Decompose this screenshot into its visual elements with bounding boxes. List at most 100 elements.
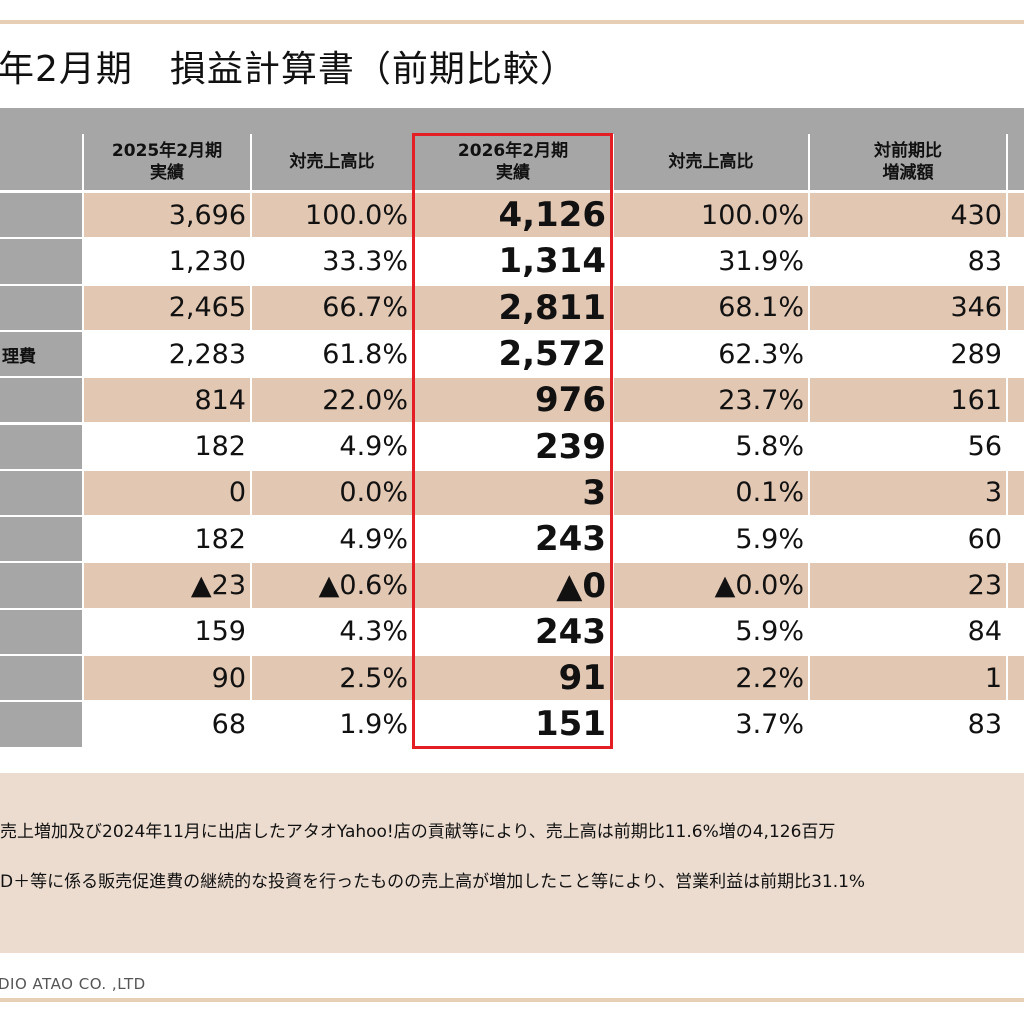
cell-curr: 239 — [414, 424, 612, 469]
cell-prev-ratio: 100.0% — [252, 193, 412, 238]
row-label — [0, 378, 82, 423]
cell-curr: 243 — [414, 609, 612, 654]
row-extra-cell — [1008, 656, 1024, 701]
cell-diff: 430 — [810, 193, 1006, 238]
cell-diff: 84 — [810, 609, 1006, 654]
header-prev-actual-line2: 実績 — [150, 163, 184, 183]
header-label-cell — [0, 134, 82, 190]
title-bar — [0, 108, 1024, 134]
cell-curr: 4,126 — [414, 193, 612, 238]
cell-prev: 182 — [84, 424, 250, 469]
cell-diff: 161 — [810, 378, 1006, 423]
cell-prev: 1,230 — [84, 239, 250, 284]
cell-prev-ratio: 1.9% — [252, 702, 412, 747]
cell-prev-ratio: 22.0% — [252, 378, 412, 423]
cell-prev-ratio: 33.3% — [252, 239, 412, 284]
row-label — [0, 193, 82, 238]
pl-table: 2025年2月期 実績 対売上高比 2026年2月期 実績 対売上高比 対前期比… — [0, 134, 1024, 748]
row-extra-cell — [1008, 517, 1024, 562]
row-label — [0, 656, 82, 701]
cell-curr-ratio: 68.1% — [614, 285, 808, 330]
footer-copyright: DIO ATAO CO. ,LTD — [0, 975, 146, 993]
cell-prev-ratio: 66.7% — [252, 285, 412, 330]
row-extra-cell — [1008, 563, 1024, 608]
bottom-rule — [0, 998, 1024, 1002]
cell-diff: 83 — [810, 239, 1006, 284]
cell-curr-ratio: ▲0.0% — [614, 563, 808, 608]
header-prev-ratio: 対売上高比 — [252, 134, 412, 190]
header-curr-actual-line2: 実績 — [496, 163, 530, 183]
row-extra-cell — [1008, 239, 1024, 284]
cell-curr: 243 — [414, 517, 612, 562]
header-prev-actual-line1: 2025年2月期 — [111, 141, 223, 161]
cell-prev-ratio: 2.5% — [252, 656, 412, 701]
cell-curr: 151 — [414, 702, 612, 747]
row-label — [0, 239, 82, 284]
cell-curr-ratio: 5.9% — [614, 609, 808, 654]
cell-prev-ratio: 4.3% — [252, 609, 412, 654]
cell-prev: 90 — [84, 656, 250, 701]
cell-curr-ratio: 0.1% — [614, 470, 808, 516]
row-extra-cell — [1008, 470, 1024, 516]
cell-curr-ratio: 31.9% — [614, 239, 808, 284]
row-label — [0, 470, 82, 516]
commentary-line-2: D＋等に係る販売促進費の継続的な投資を行ったものの売上高が増加したこと等により、… — [0, 872, 866, 892]
header-prev-actual: 2025年2月期 実績 — [84, 134, 250, 190]
cell-curr: 1,314 — [414, 239, 612, 284]
cell-prev-ratio: 61.8% — [252, 331, 412, 377]
row-extra-cell — [1008, 702, 1024, 747]
cell-diff: 56 — [810, 424, 1006, 469]
header-prev-ratio-text: 対売上高比 — [289, 152, 375, 172]
row-label — [0, 517, 82, 562]
commentary-line-1: 売上増加及び2024年11月に出店したアタオYahoo!店の貢献等により、売上高… — [0, 822, 836, 842]
cell-prev: 0 — [84, 470, 250, 516]
row-extra-cell — [1008, 285, 1024, 330]
cell-curr-ratio: 3.7% — [614, 702, 808, 747]
cell-prev: 2,465 — [84, 285, 250, 330]
header-diff: 対前期比 増減額 — [810, 134, 1006, 190]
row-label — [0, 563, 82, 608]
cell-prev: 68 — [84, 702, 250, 747]
cell-prev: 3,696 — [84, 193, 250, 238]
cell-curr-ratio: 5.9% — [614, 517, 808, 562]
cell-curr: 976 — [414, 378, 612, 423]
cell-prev: 182 — [84, 517, 250, 562]
cell-prev-ratio: 4.9% — [252, 424, 412, 469]
top-rule — [0, 20, 1024, 24]
cell-curr: 91 — [414, 656, 612, 701]
header-curr-actual-line1: 2026年2月期 — [457, 141, 569, 161]
cell-curr-ratio: 62.3% — [614, 331, 808, 377]
cell-prev-ratio: ▲0.6% — [252, 563, 412, 608]
page-title: 年2月期 損益計算書（前期比較） — [0, 49, 577, 90]
header-curr-actual: 2026年2月期 実績 — [414, 134, 612, 190]
row-extra-cell — [1008, 331, 1024, 377]
cell-diff: 83 — [810, 702, 1006, 747]
cell-diff: 1 — [810, 656, 1006, 701]
cell-prev-ratio: 4.9% — [252, 517, 412, 562]
header-diff-line2: 増減額 — [882, 163, 934, 183]
row-extra-cell — [1008, 378, 1024, 423]
cell-prev: 814 — [84, 378, 250, 423]
cell-diff: 23 — [810, 563, 1006, 608]
header-extra-cell — [1008, 134, 1024, 190]
row-label — [0, 424, 82, 469]
row-extra-cell — [1008, 424, 1024, 469]
row-label — [0, 285, 82, 330]
cell-diff: 289 — [810, 331, 1006, 377]
cell-diff: 3 — [810, 470, 1006, 516]
header-diff-line1: 対前期比 — [874, 141, 942, 161]
cell-curr-ratio: 23.7% — [614, 378, 808, 423]
row-label: 理費 — [0, 331, 82, 377]
cell-curr: 2,572 — [414, 331, 612, 377]
cell-curr: 2,811 — [414, 285, 612, 330]
cell-curr: 3 — [414, 470, 612, 516]
cell-curr: ▲0 — [414, 563, 612, 608]
cell-diff: 346 — [810, 285, 1006, 330]
cell-prev: 2,283 — [84, 331, 250, 377]
commentary-box: 売上増加及び2024年11月に出店したアタオYahoo!店の貢献等により、売上高… — [0, 773, 1024, 953]
row-extra-cell — [1008, 193, 1024, 238]
header-curr-ratio-text: 対売上高比 — [668, 152, 754, 172]
row-label — [0, 609, 82, 654]
row-extra-cell — [1008, 609, 1024, 654]
cell-prev-ratio: 0.0% — [252, 470, 412, 516]
